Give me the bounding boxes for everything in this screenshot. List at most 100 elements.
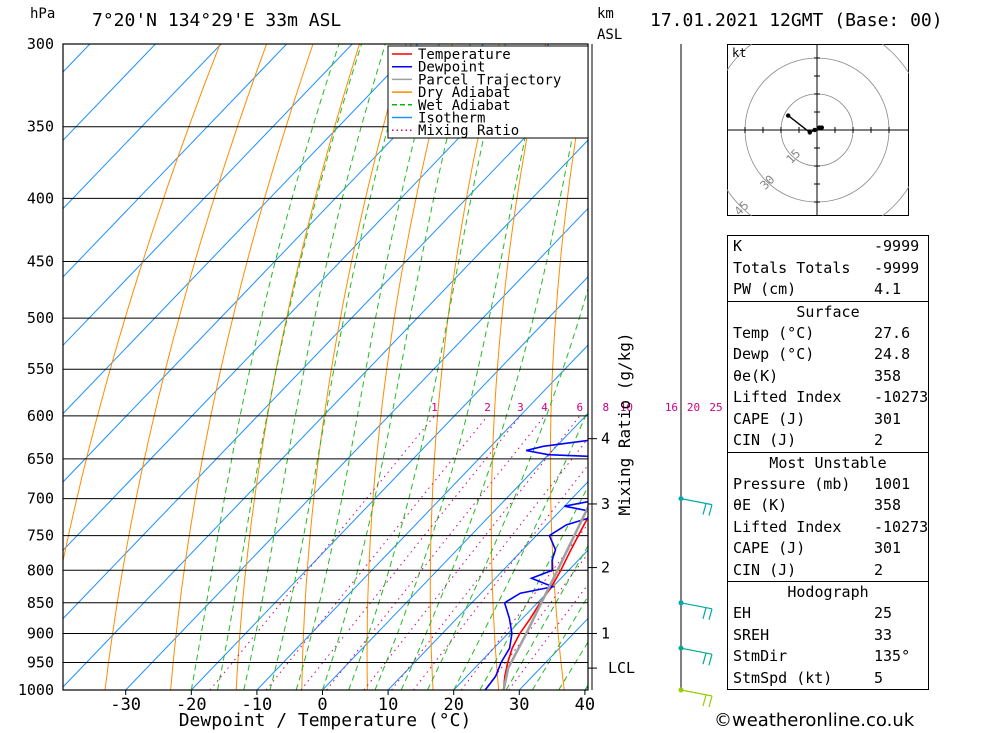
mixing-ratio-label: 25 [709,401,722,414]
x-tick-label: 40 [575,695,595,715]
y-tick-label: 350 [27,118,54,136]
mixing-ratio-line [363,415,581,690]
wet-adiabat-line [243,44,386,690]
hodograph-row: EH 25 [733,604,893,622]
y-tick-label: 600 [27,407,54,425]
surface-row: CAPE (J) 301 [733,409,902,428]
surface-row: θe(K) 358 [733,366,902,385]
legend-label: Dry Adiabat [418,85,511,101]
isotherm-line [63,44,288,278]
mixing-ratio-label: 8 [602,401,609,414]
mixing-ratio-label: 20 [687,401,700,414]
most-unstable-row: Lifted Index -10273 [733,517,929,536]
parcel-trajectory-profile [502,504,588,690]
mixing-ratio-line [300,415,521,690]
hodograph-unit-label: kt [732,46,746,60]
isotherm-line [453,549,588,690]
hodograph-point [786,113,791,118]
km-unit-label: km [597,6,614,22]
x-tick-label: 20 [443,695,463,715]
isotherm-line [63,44,419,415]
index-row: K -9999 [733,237,920,255]
wet-adiabat-line [190,44,340,690]
legend-label: Isotherm [418,111,485,127]
dry-adiabat-line [964,44,1000,690]
wet-adiabat-line [295,44,440,690]
isotherm-line [63,139,588,688]
isotherm-line [125,207,588,690]
isotherm-line [63,44,353,347]
mixing-ratio-label: 3 [517,401,524,414]
mixing-ratio-label: 4 [541,401,548,414]
credit-link[interactable]: ©weatheronline.co.uk [714,710,915,731]
wet-adiabat-line [427,286,588,690]
y-tick-label: 1000 [18,681,54,699]
hodograph-point [812,127,817,133]
km-tick-label: 2 [601,559,610,577]
legend-label: Temperature [418,47,511,63]
km-tick-label: 4 [601,430,610,448]
most-unstable-section-title: Most Unstable [728,451,928,474]
wet-adiabat-line [479,485,588,690]
most-unstable-row: CAPE (J) 301 [733,539,902,557]
surface-row: Temp (°C) 27.6 [733,323,911,342]
mixing-ratio-line [484,553,588,690]
index-table: K -9999 Totals Totals -9999 PW (cm) 4.1 Sur… [727,235,929,690]
mixing-ratio-axis-label: Mixing Ratio (g/kg) [615,332,634,515]
x-tick-label: -10 [242,695,273,715]
dry-adiabat-line [490,44,546,690]
y-tick-label: 300 [27,35,54,53]
most-unstable-row: Pressure (mb) 1001 [733,474,911,493]
isotherm-line [63,44,484,483]
wet-adiabat-line [453,408,588,690]
dry-adiabat-line [663,44,695,690]
dry-adiabat-line [549,62,588,690]
dewpoint-profile [484,439,588,690]
mixing-ratio-label: 10 [620,401,633,414]
y-tick-label: 450 [27,253,54,271]
y-tick-label: 500 [27,309,54,327]
most-unstable-row: CIN (J) 2 [733,560,884,579]
isotherm-line [63,44,156,142]
legend-label: Wet Adiabat [418,98,511,114]
surface-section-title: Surface [728,300,928,323]
km-tick-label: 3 [601,495,610,513]
isotherm-line [63,44,222,210]
surface-row: Lifted Index -10273 [733,388,929,406]
y-tick-label: 900 [27,624,54,642]
pressure-unit-label: hPa [30,6,56,22]
hodograph-point [819,125,824,130]
x-tick-label: 0 [317,695,327,715]
km-tick-label: 1 [601,624,610,642]
mixing-ratio-label: 6 [577,401,584,414]
asl-unit-label: ASL [597,27,623,43]
temperature-profile [502,515,588,690]
dry-adiabat-line [917,44,1000,690]
mixing-ratio-line [391,437,588,690]
most-unstable-row: θE (K) 358 [733,496,902,514]
hodograph-point [807,130,812,135]
location-title: 7°20'N 134°29'E 33m ASL [92,10,342,31]
wet-adiabat-line [400,58,588,690]
dry-adiabat-line [429,44,500,690]
dry-adiabat-line [104,44,268,690]
y-tick-label: 650 [27,450,54,468]
x-tick-label: -20 [176,695,207,715]
isotherm-line [322,412,588,690]
legend-label: Mixing Ratio [418,123,519,139]
hodograph-row: SREH 33 [733,625,893,644]
km-tick-label: LCL [608,659,635,677]
hodograph-section-title: Hodograph [728,581,928,603]
wet-adiabat-line [348,44,506,690]
y-tick-label: 950 [27,653,54,671]
x-tick-label: -30 [110,695,141,715]
y-tick-label: 750 [27,527,54,545]
mixing-ratio-label: 2 [484,401,491,414]
isotherm-line [387,481,588,690]
hodograph-row: StmDir 135° [733,647,911,665]
wind-barb [680,498,713,516]
surface-row: Dewp (°C) 24.8 [733,345,911,363]
datetime-title: 17.01.2021 12GMT (Base: 00) [650,10,943,31]
